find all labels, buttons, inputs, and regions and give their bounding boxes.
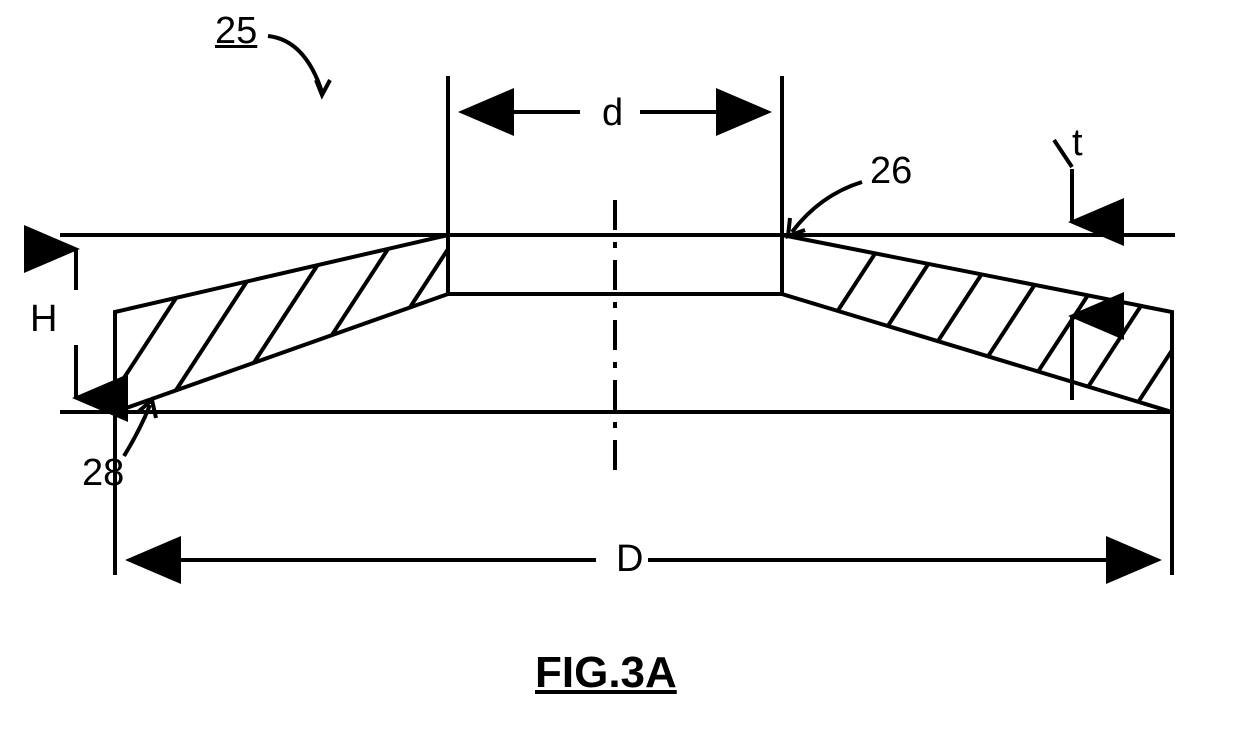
label-25: 25 <box>215 10 257 53</box>
leader-25 <box>268 36 322 92</box>
leader-26 <box>792 182 862 232</box>
label-H: H <box>30 298 57 341</box>
figure-title: FIG.3A <box>535 648 677 698</box>
label-28: 28 <box>82 452 124 495</box>
label-26: 26 <box>870 150 912 193</box>
label-t: t <box>1072 122 1083 165</box>
dimension-t <box>782 140 1175 400</box>
dimension-D-outer <box>115 412 1172 575</box>
label-D-outer: D <box>616 538 643 581</box>
label-d: d <box>602 92 623 135</box>
